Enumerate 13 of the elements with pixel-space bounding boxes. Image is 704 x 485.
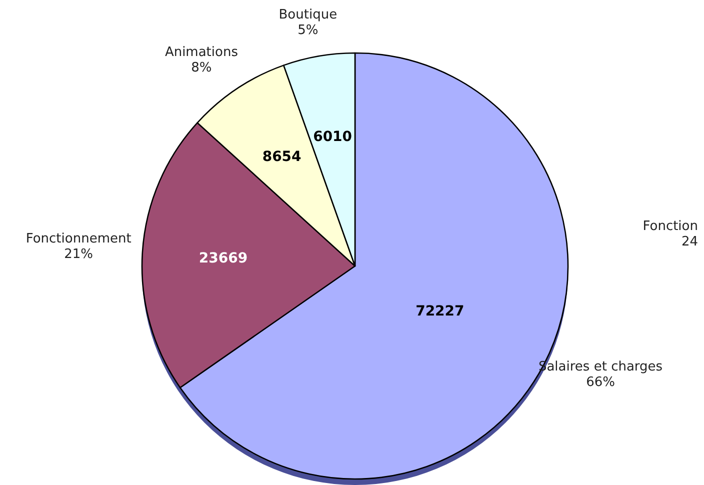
data-label: 23669 <box>198 250 248 266</box>
text: 66% <box>586 375 615 390</box>
text: 21% <box>64 246 94 262</box>
data-label: 6010 <box>313 128 352 145</box>
slice-label: Animations <box>164 44 238 60</box>
data-label: 72227 <box>416 303 464 320</box>
slice-label: Boutique <box>278 8 338 23</box>
text: Fonction <box>642 219 698 234</box>
data-label: 8654 <box>262 148 302 165</box>
text: 5% <box>298 23 318 38</box>
text: 8% <box>191 60 212 76</box>
text: 24 <box>681 234 698 250</box>
slice-label: Fonctionnement <box>26 231 132 246</box>
